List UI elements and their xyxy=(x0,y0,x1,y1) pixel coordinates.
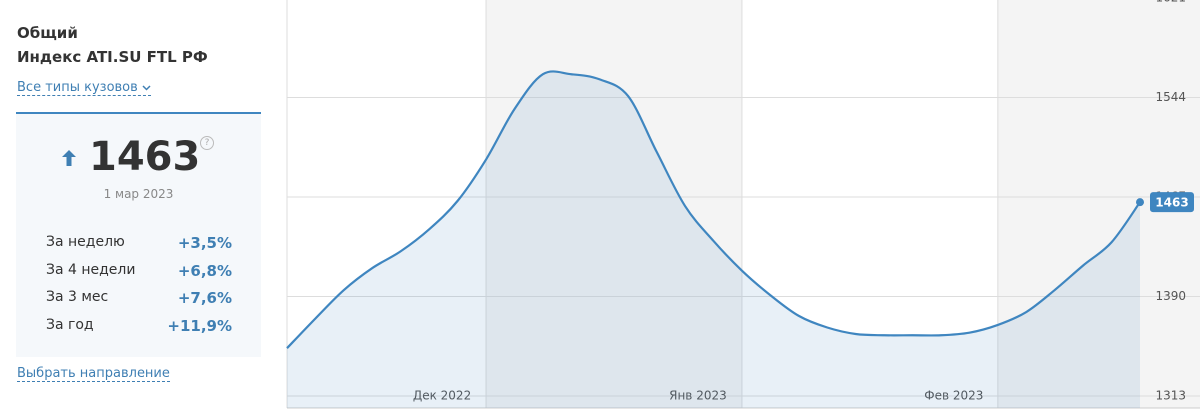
change-row: За год +11,9% xyxy=(46,317,232,336)
x-tick-label: Дек 2022 xyxy=(413,389,471,403)
change-value: +7,6% xyxy=(177,289,232,308)
body-type-filter[interactable]: Все типы кузовов xyxy=(17,80,151,96)
area xyxy=(287,71,1140,408)
y-tick-label: 1390 xyxy=(1155,289,1186,303)
title: Общий xyxy=(17,24,78,42)
change-row: За 3 мес +7,6% xyxy=(46,289,232,308)
chevron xyxy=(142,84,151,91)
choose-route-link[interactable]: Выбрать направление xyxy=(17,366,170,382)
y-tick-label: 1313 xyxy=(1155,389,1186,403)
value-badge xyxy=(1150,192,1194,213)
subtitle: Индекс ATI.SU FTL РФ xyxy=(17,48,208,66)
change-row: За неделю +3,5% xyxy=(46,234,232,252)
line xyxy=(286,70,1141,349)
sidebar: Общий Индекс ATI.SU FTL РФ Все типы кузо… xyxy=(0,0,280,410)
change-label: За неделю xyxy=(46,234,125,250)
x-tick-label: Фев 2023 xyxy=(924,389,983,403)
last-point xyxy=(1136,198,1144,207)
x-tick-label: Янв 2023 xyxy=(669,389,727,403)
change-label: За год xyxy=(46,317,94,334)
change-label: За 3 мес xyxy=(46,289,109,306)
value-badge-label: 1463 xyxy=(1155,196,1188,210)
help-icon[interactable]: ? xyxy=(200,136,214,150)
change-value: +3,5% xyxy=(177,234,232,252)
y-tick-label: 1621 xyxy=(1155,0,1186,5)
index-value: 1463 xyxy=(89,134,201,180)
change-value: +6,8% xyxy=(177,261,232,280)
change-value: +11,9% xyxy=(167,317,232,336)
y-tick-label: 1544 xyxy=(1155,90,1186,104)
change-label: За 4 недели xyxy=(46,261,136,278)
index-box: 1463 ? 1 мар 2023 За неделю +3,5% За 4 нед… xyxy=(16,112,261,357)
up-arrow xyxy=(62,150,76,166)
index-date: 1 мар 2023 xyxy=(103,187,174,201)
filter-label[interactable]: Все типы кузовов xyxy=(17,80,138,95)
shaded-band xyxy=(486,0,742,408)
change-row: За 4 недели +6,8% xyxy=(46,261,232,280)
